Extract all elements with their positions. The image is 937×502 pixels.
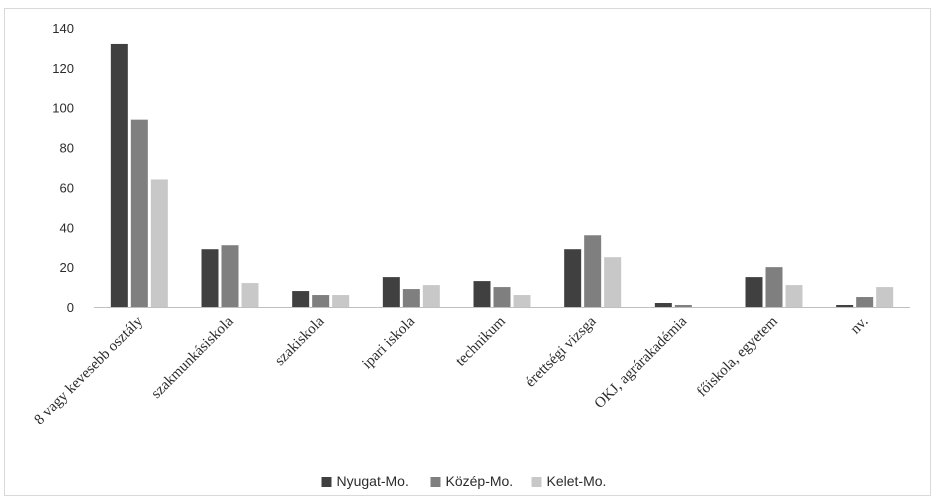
bar	[382, 277, 400, 307]
y-tick-label: 120	[52, 61, 74, 76]
bars-layer	[110, 43, 894, 308]
y-tick-label: 0	[67, 300, 74, 315]
bar	[493, 287, 511, 307]
x-tick-label: ipari iskola	[359, 313, 418, 372]
bar	[292, 291, 310, 307]
y-tick-label: 140	[52, 21, 74, 36]
bar	[836, 305, 854, 307]
x-tick-label: nv.	[848, 314, 872, 338]
legend-swatch	[430, 477, 441, 487]
x-tick-label: érettségi vizsga	[522, 313, 599, 390]
y-tick-label: 100	[52, 101, 74, 116]
x-tick-label: technikum	[453, 313, 509, 369]
y-tick-label: 60	[60, 180, 74, 195]
bar	[584, 235, 602, 307]
x-tick-label: 8 vagy kevesebb osztály	[31, 313, 146, 428]
bar	[110, 43, 128, 307]
legend-label: Közép-Mo.	[446, 473, 514, 489]
bar	[221, 245, 239, 307]
bar	[473, 281, 491, 307]
bar	[654, 303, 672, 307]
bar	[564, 249, 582, 307]
legend-label: Kelet-Mo.	[547, 473, 607, 489]
legend: Nyugat-Mo. Közép-Mo. Kelet-Mo.	[321, 473, 607, 489]
bar	[785, 285, 803, 307]
legend-swatch	[531, 477, 542, 487]
bar	[513, 295, 531, 307]
bar	[745, 277, 763, 307]
y-tick-label: 20	[60, 260, 74, 275]
bar	[130, 119, 148, 308]
y-tick-label: 80	[60, 141, 74, 156]
bar	[876, 287, 894, 307]
bar	[422, 285, 440, 307]
bar	[674, 305, 692, 307]
x-tick-label: szakiskola	[272, 313, 328, 369]
bar	[332, 295, 350, 307]
bar	[201, 249, 219, 307]
x-tick-label: főiskola, egyetem	[694, 313, 781, 400]
x-axis-labels: 8 vagy kevesebb osztály szakmunkásiskola s…	[31, 313, 871, 428]
legend-swatch	[321, 477, 332, 487]
bar	[765, 267, 783, 307]
bar	[312, 295, 330, 307]
bar	[856, 297, 874, 307]
y-tick-label: 40	[60, 220, 74, 235]
x-tick-label: szakmunkásiskola	[148, 313, 237, 402]
bar	[241, 283, 259, 307]
bar	[150, 179, 168, 307]
bar	[402, 289, 420, 307]
x-tick-label: OKJ, agrárakadémia	[592, 313, 691, 412]
axis-layer: 0 20 40 60 80 100 120 140	[52, 21, 910, 315]
bar	[604, 257, 622, 307]
legend-label: Nyugat-Mo.	[337, 473, 409, 489]
